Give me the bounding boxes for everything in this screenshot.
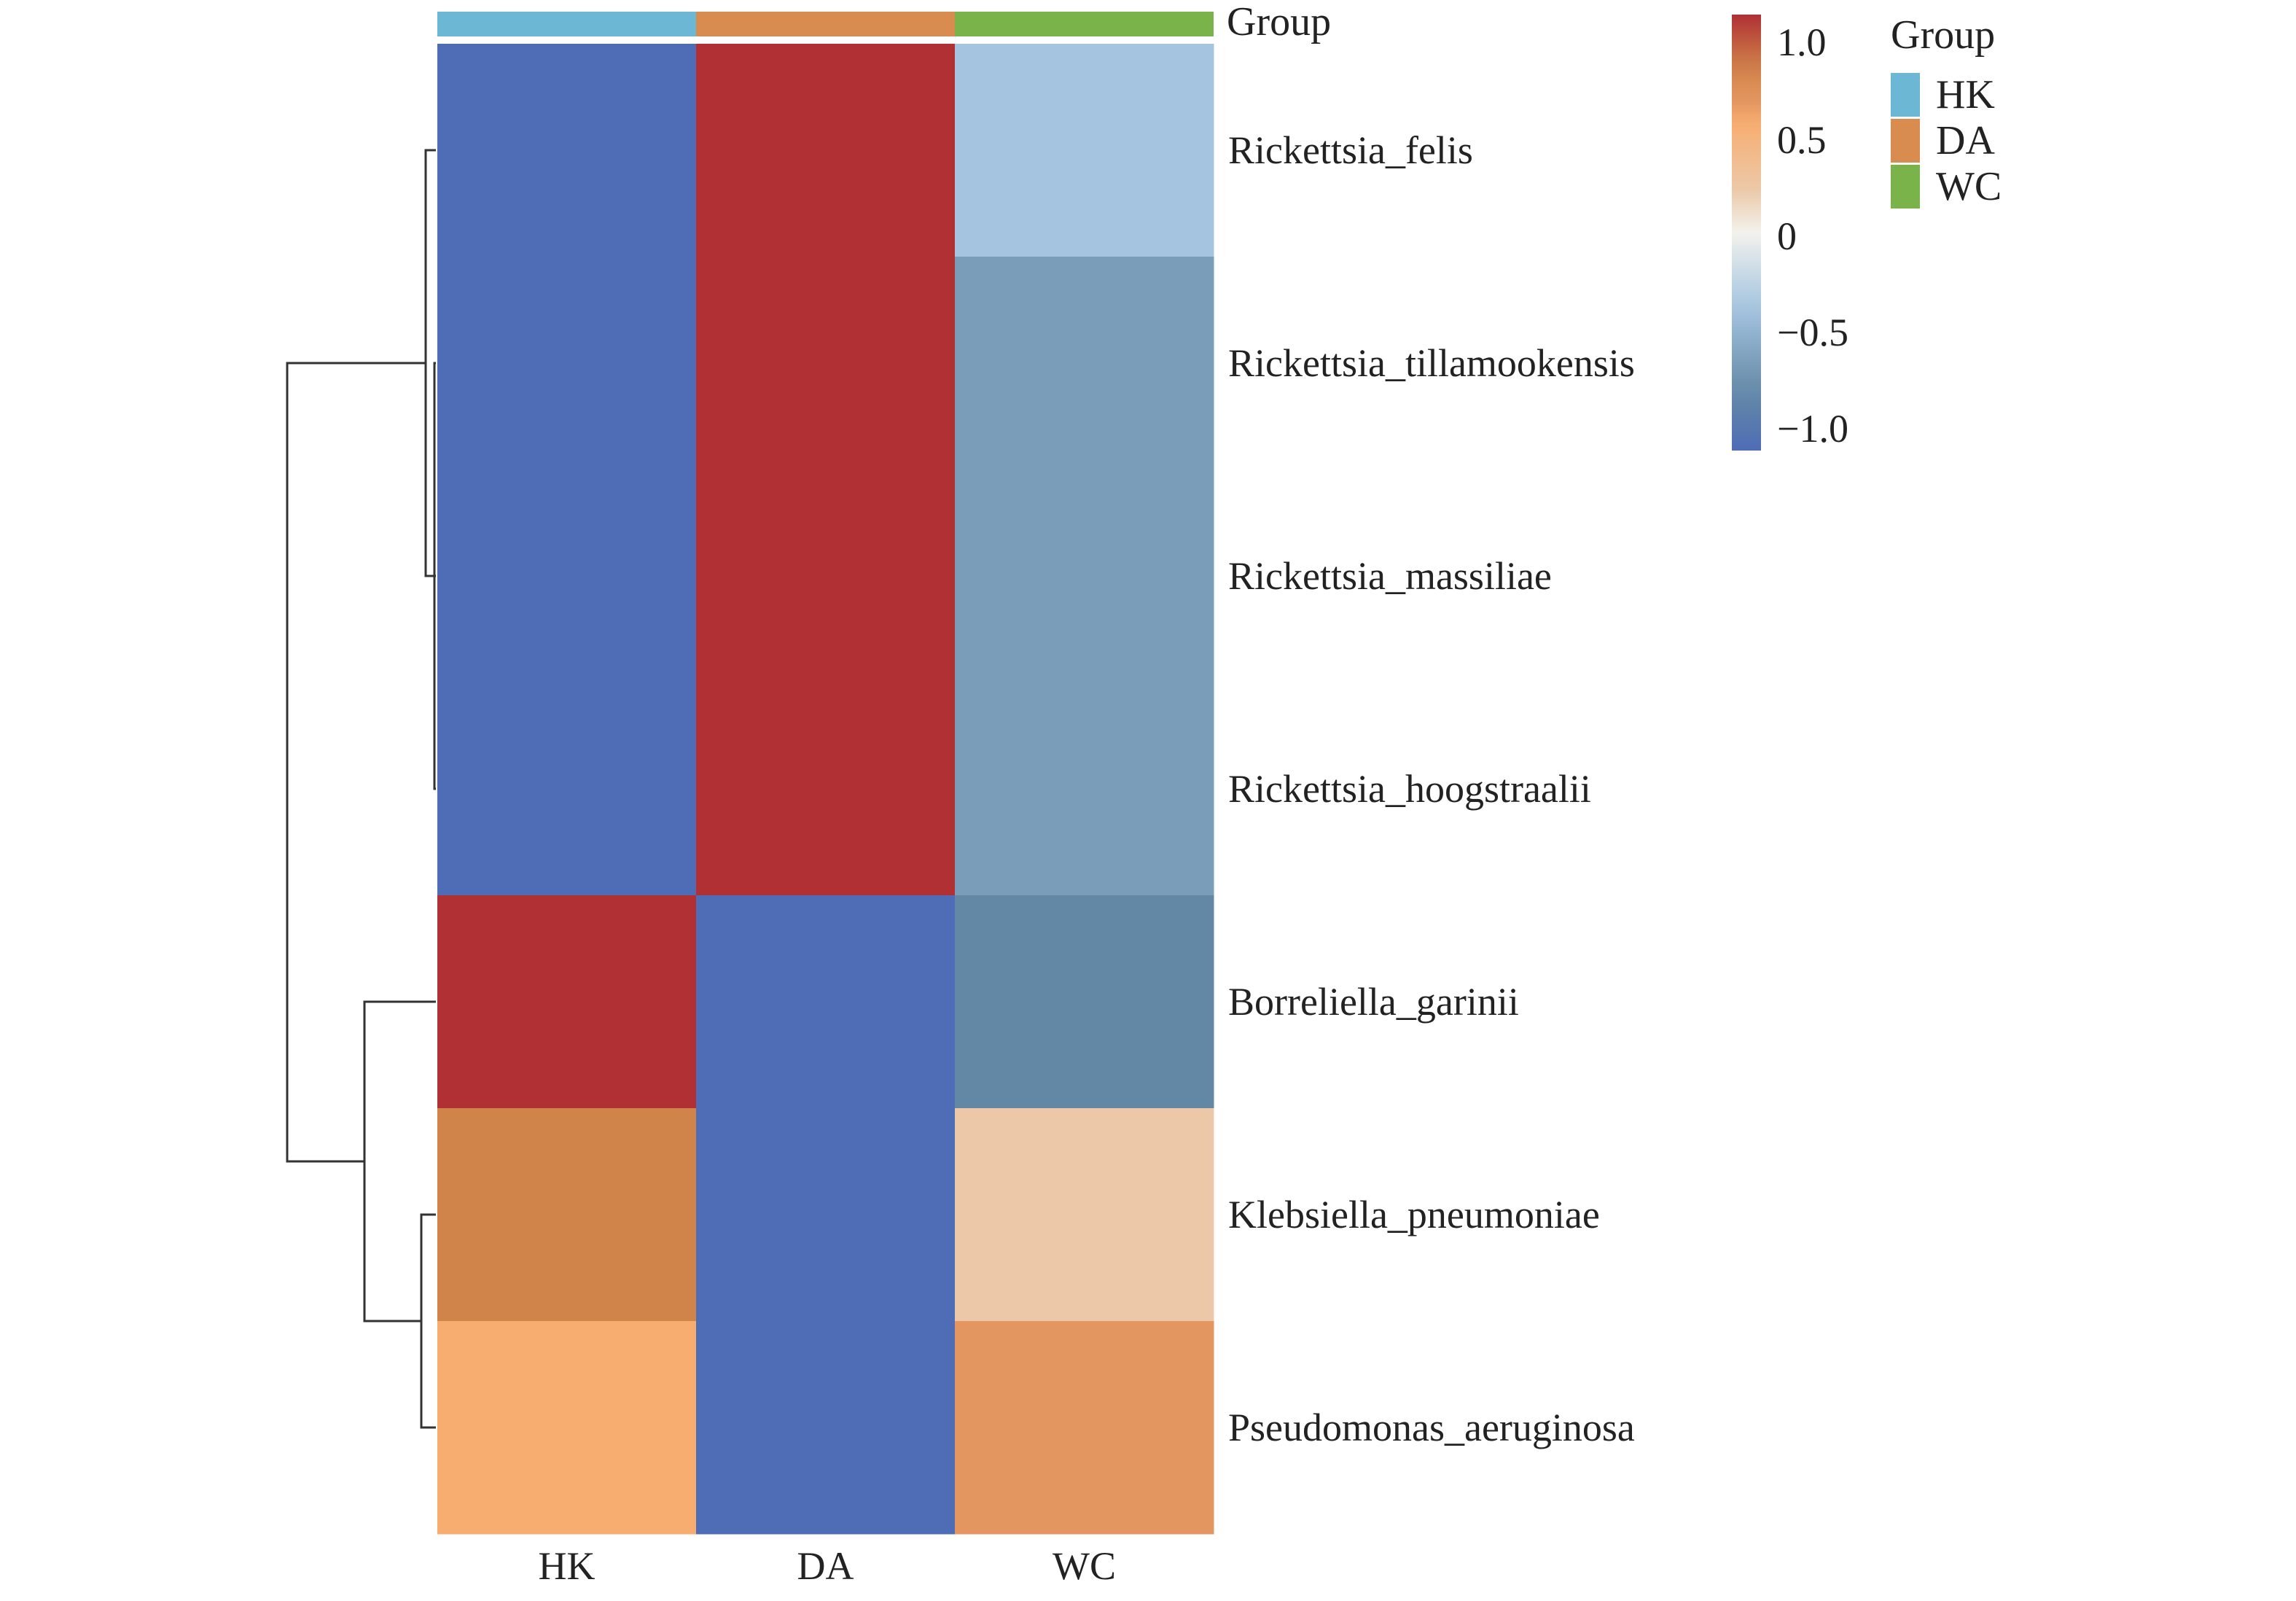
column-label: HK: [539, 1544, 596, 1588]
heatmap-cell: [696, 470, 956, 683]
heatmap-cell: [437, 682, 697, 896]
row-label: Rickettsia_hoogstraalii: [1228, 767, 1591, 811]
legend-label: WC: [1936, 164, 2002, 209]
heatmap-cell: [437, 1108, 697, 1322]
row-label: Rickettsia_felis: [1228, 128, 1473, 172]
heatmap-cell: [437, 44, 697, 257]
heatmap-cell: [955, 1321, 1214, 1535]
heatmap-cell: [437, 470, 697, 683]
color-scale-tick: 0.5: [1777, 118, 1827, 162]
color-scale-tick: 0: [1777, 214, 1797, 258]
heatmap-cell: [955, 470, 1214, 683]
heatmap-cell: [955, 1108, 1214, 1322]
legend-swatch-hk: [1891, 73, 1920, 117]
row-label: Borreliella_garinii: [1228, 980, 1519, 1024]
heatmap-cell: [437, 257, 697, 470]
heatmap-cell: [955, 682, 1214, 896]
color-scale-bar: [1732, 15, 1761, 451]
column-label: DA: [797, 1544, 854, 1588]
row-label: Rickettsia_tillamookensis: [1228, 341, 1635, 385]
legend-label: DA: [1936, 118, 1995, 163]
column-label: WC: [1053, 1544, 1116, 1588]
legend-swatch-da: [1891, 119, 1920, 163]
row-dendrogram: [286, 149, 436, 1429]
legend-title: Group: [1891, 12, 1995, 58]
heatmap-cell: [696, 1108, 956, 1322]
heatmap-cell: [437, 895, 697, 1109]
row-label: Pseudomonas_aeruginosa: [1228, 1406, 1635, 1449]
legend-label: HK: [1936, 72, 1995, 117]
group-annotation-wc: [955, 12, 1214, 36]
group-annotation-hk: [437, 12, 696, 36]
row-label: Klebsiella_pneumoniae: [1228, 1193, 1600, 1236]
row-label: Rickettsia_massiliae: [1228, 554, 1552, 598]
heatmap-cell: [437, 1321, 697, 1535]
dendrogram-branch: [363, 1000, 436, 1323]
dendrogram-branch: [286, 362, 426, 1163]
heatmap-cell: [696, 44, 956, 257]
dendrogram-branch: [420, 1213, 436, 1429]
heatmap-cell: [955, 895, 1214, 1109]
color-scale-tick: −0.5: [1777, 311, 1848, 354]
heatmap-cell: [696, 257, 956, 470]
color-scale-tick: −1.0: [1777, 407, 1848, 451]
heatmap-cell: [696, 682, 956, 896]
annotation-label: Group: [1227, 0, 1331, 44]
heatmap-cell: [696, 895, 956, 1109]
color-scale-tick: 1.0: [1777, 20, 1827, 64]
heatmap-cell: [955, 257, 1214, 470]
heatmap-cell: [955, 44, 1214, 257]
heatmap-cell: [696, 1321, 956, 1535]
group-annotation-da: [696, 12, 955, 36]
legend-swatch-wc: [1891, 165, 1920, 209]
